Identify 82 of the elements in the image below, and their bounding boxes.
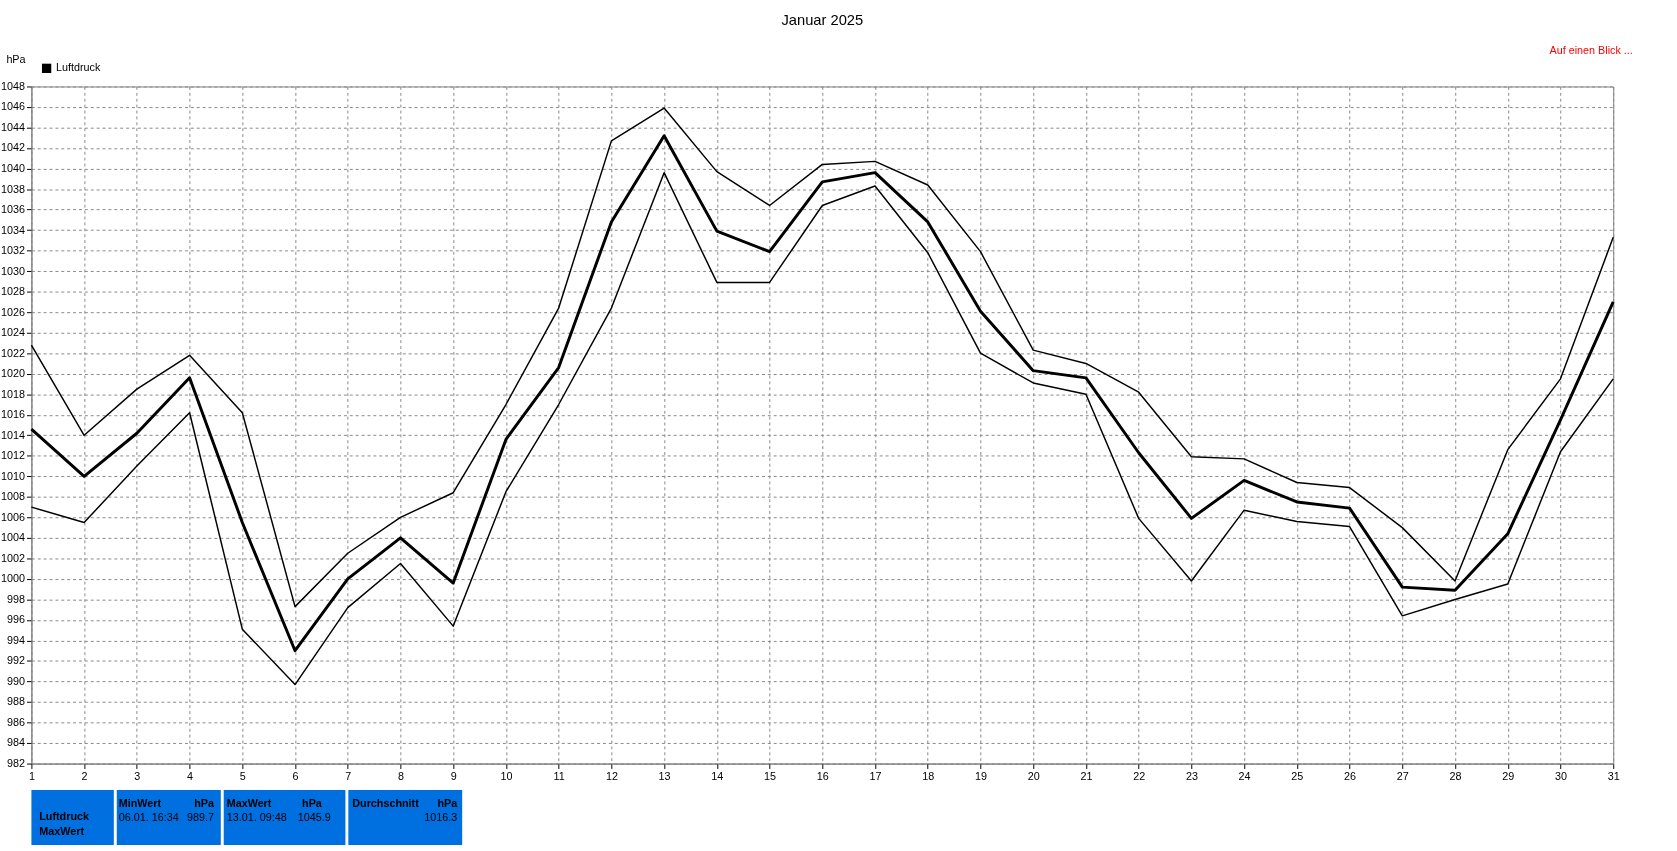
y-tick-label: 1046 [1,100,26,113]
y-tick-label: 1042 [1,141,26,154]
y-tick-label: 998 [7,592,26,605]
x-tick-label: 30 [1554,769,1567,782]
x-tick-label: 12 [605,769,618,782]
x-tick-label: 10 [500,769,513,782]
y-tick-label: 1018 [1,387,26,400]
x-tick-label: 3 [134,769,141,782]
text: hPa [194,796,215,809]
x-tick-label: 19 [974,769,987,782]
y-tick-label: 1006 [1,510,26,523]
y-tick-label: 1024 [1,326,26,339]
y-tick-label: 988 [7,695,26,708]
x-tick-label: 26 [1344,769,1357,782]
y-tick-label: 990 [7,674,26,687]
y-axis-title: hPa [6,53,26,66]
text: MaxWert [226,796,272,809]
y-tick-label: 1032 [1,244,26,257]
x-tick-label: 28 [1449,769,1462,782]
x-tick-label: 8 [397,769,404,782]
y-tick-label: 1028 [1,285,26,298]
y-tick-label: 1016 [1,408,26,421]
text: 1045.9 [297,811,331,824]
y-tick-label: 1022 [1,346,26,359]
x-tick-label: 22 [1133,769,1146,782]
x-tick-label: 13 [658,769,671,782]
x-tick-label: 25 [1291,769,1304,782]
x-tick-label: 4 [187,769,194,782]
legend-label: Luftdruck [55,61,101,74]
y-tick-label: 986 [7,715,26,728]
y-tick-label: 984 [7,736,26,749]
y-tick-label: 982 [7,757,26,769]
y-tick-label: 1038 [1,182,26,195]
x-tick-label: 23 [1185,769,1198,782]
y-tick-label: 992 [7,654,26,667]
y-tick-label: 1014 [1,428,26,441]
x-tick-label: 16 [816,769,829,782]
text: hPa [437,796,459,809]
x-tick-label: 15 [764,769,777,782]
y-tick-label: 1030 [1,264,26,277]
x-tick-label: 31 [1607,769,1620,782]
text: Luftdruck [39,810,89,823]
y-tick-label: 1000 [1,572,26,585]
x-tick-label: 5 [239,769,246,782]
y-tick-label: 994 [7,633,26,646]
x-tick-label: 20 [1027,769,1040,782]
x-tick-label: 18 [922,769,935,782]
x-tick-label: 2 [81,769,88,782]
y-tick-label: 996 [7,613,26,626]
x-tick-label: 27 [1396,769,1409,782]
y-tick-label: 1040 [1,161,26,174]
y-tick-label: 1036 [1,203,26,216]
x-tick-label: 1 [28,769,35,782]
y-tick-label: 1004 [1,531,26,544]
chart-title: Januar 2025 [781,11,864,28]
x-tick-label: 24 [1238,769,1251,782]
x-tick-label: 21 [1080,769,1093,782]
x-tick-label: 6 [292,769,299,782]
y-tick-label: 1012 [1,449,26,462]
text: Durchschnitt [352,796,420,809]
text: 1016.3 [424,811,458,824]
y-tick-label: 1034 [1,223,26,236]
y-tick-label: 1002 [1,551,26,564]
x-tick-label: 7 [345,769,352,782]
y-tick-label: 1048 [1,79,26,92]
text: MaxWert [39,825,85,838]
text: hPa [302,796,323,809]
x-tick-label: 14 [711,769,724,782]
text: 06.01. 16:34 [118,811,179,824]
text: Auf einen Blick ... [1549,44,1633,57]
x-tick-label: 11 [553,769,565,782]
text: 13.01. 09:48 [226,811,287,824]
y-tick-label: 1020 [1,367,26,380]
x-tick-label: 29 [1502,769,1515,782]
y-tick-label: 1010 [1,469,26,482]
y-tick-label: 1008 [1,490,26,503]
y-tick-label: 1044 [1,120,26,133]
text: MinWert [118,796,162,809]
x-tick-label: 9 [450,769,457,782]
x-tick-label: 17 [869,769,882,782]
text: 989.7 [186,811,214,824]
y-tick-label: 1026 [1,305,26,318]
